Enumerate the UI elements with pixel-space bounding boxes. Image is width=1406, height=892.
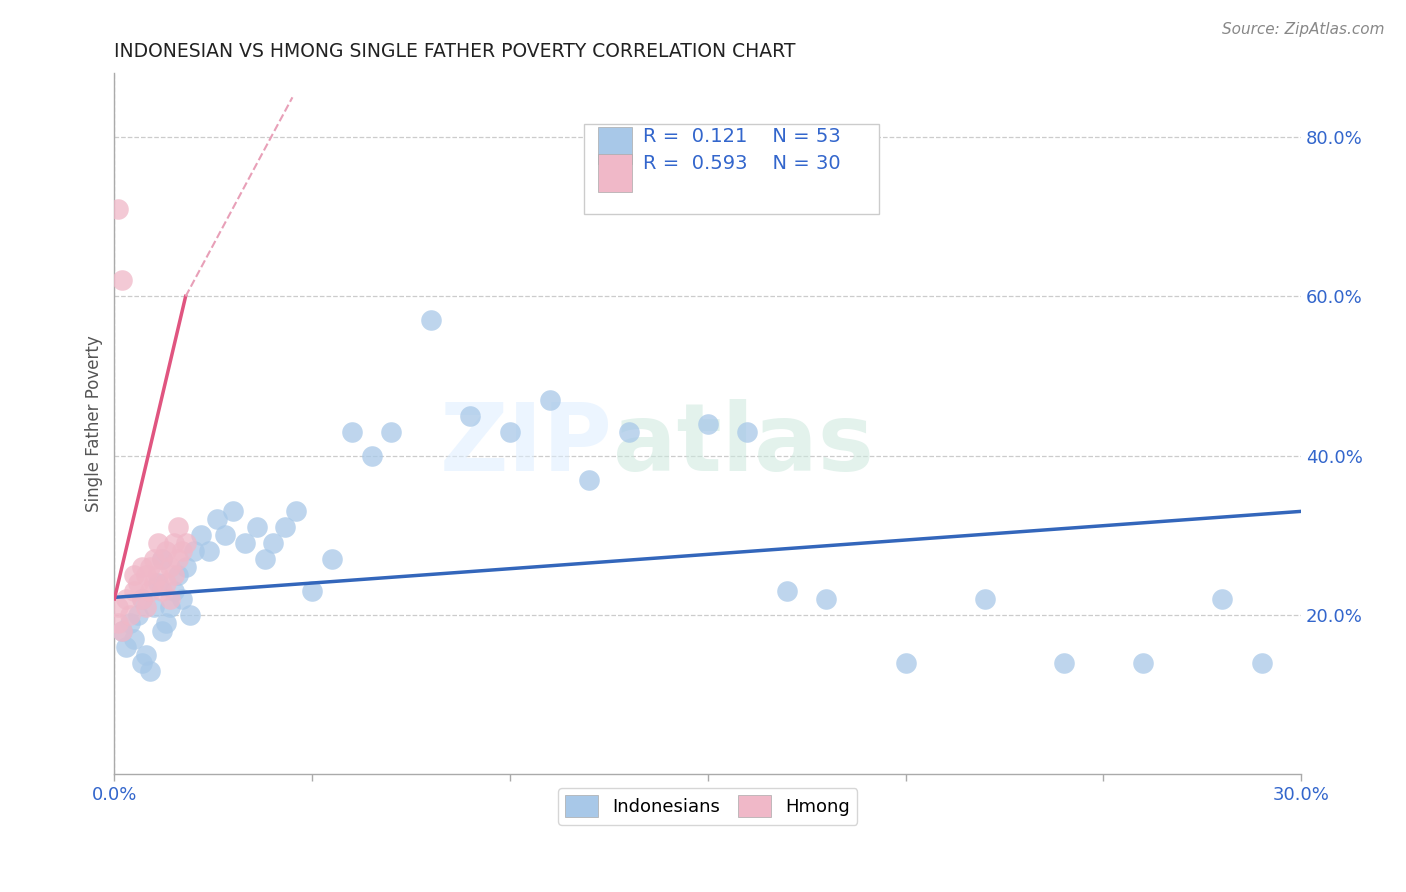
Point bbox=[146, 536, 169, 550]
Point bbox=[163, 536, 186, 550]
Point bbox=[159, 591, 181, 606]
Point bbox=[179, 607, 201, 622]
Point bbox=[122, 632, 145, 646]
Point bbox=[815, 591, 838, 606]
Point bbox=[246, 520, 269, 534]
Point bbox=[159, 560, 181, 574]
Point bbox=[127, 607, 149, 622]
Point bbox=[273, 520, 295, 534]
Point bbox=[578, 473, 600, 487]
Point bbox=[111, 273, 134, 287]
Point bbox=[617, 425, 640, 439]
Point bbox=[139, 560, 162, 574]
Point bbox=[214, 528, 236, 542]
Point bbox=[163, 568, 186, 582]
Point bbox=[737, 425, 759, 439]
Point bbox=[183, 544, 205, 558]
Text: INDONESIAN VS HMONG SINGLE FATHER POVERTY CORRELATION CHART: INDONESIAN VS HMONG SINGLE FATHER POVERT… bbox=[114, 42, 796, 61]
Point bbox=[174, 536, 197, 550]
Point bbox=[131, 560, 153, 574]
Point bbox=[360, 449, 382, 463]
Point bbox=[460, 409, 482, 423]
Point bbox=[107, 599, 129, 614]
Point bbox=[120, 607, 142, 622]
Text: R =  0.121    N = 53: R = 0.121 N = 53 bbox=[644, 127, 841, 146]
Point bbox=[285, 504, 308, 518]
Point bbox=[696, 417, 718, 431]
Point bbox=[122, 584, 145, 599]
Point bbox=[198, 544, 221, 558]
Point bbox=[340, 425, 363, 439]
Point bbox=[143, 576, 166, 591]
Point bbox=[131, 591, 153, 606]
Point bbox=[170, 591, 193, 606]
Point bbox=[973, 591, 995, 606]
Point bbox=[131, 591, 153, 606]
Point bbox=[107, 202, 129, 216]
Point bbox=[146, 568, 169, 582]
Point bbox=[155, 615, 177, 630]
Point bbox=[155, 576, 177, 591]
Point bbox=[262, 536, 284, 550]
Point bbox=[222, 504, 245, 518]
Point bbox=[166, 552, 188, 566]
Point bbox=[174, 560, 197, 574]
Point bbox=[146, 576, 169, 591]
Point bbox=[253, 552, 276, 566]
Point bbox=[190, 528, 212, 542]
Point bbox=[143, 599, 166, 614]
Point bbox=[139, 584, 162, 599]
Point bbox=[380, 425, 402, 439]
Legend: Indonesians, Hmong: Indonesians, Hmong bbox=[558, 789, 858, 825]
Point bbox=[111, 624, 134, 638]
Point bbox=[166, 568, 188, 582]
Point bbox=[143, 552, 166, 566]
Text: ZIP: ZIP bbox=[440, 399, 613, 491]
Point bbox=[150, 552, 173, 566]
Point bbox=[150, 552, 173, 566]
Point bbox=[107, 615, 129, 630]
Point bbox=[894, 656, 917, 670]
Point bbox=[163, 584, 186, 599]
Point bbox=[233, 536, 256, 550]
Point bbox=[301, 584, 323, 599]
Point bbox=[1250, 656, 1272, 670]
Point bbox=[122, 568, 145, 582]
Point bbox=[321, 552, 343, 566]
Point bbox=[155, 544, 177, 558]
Y-axis label: Single Father Poverty: Single Father Poverty bbox=[86, 335, 103, 512]
Point bbox=[1132, 656, 1154, 670]
Point bbox=[115, 640, 138, 654]
Point bbox=[115, 591, 138, 606]
Text: R =  0.593    N = 30: R = 0.593 N = 30 bbox=[644, 154, 841, 173]
Point bbox=[170, 544, 193, 558]
Point bbox=[499, 425, 522, 439]
Point bbox=[111, 624, 134, 638]
Point bbox=[150, 624, 173, 638]
Point bbox=[131, 656, 153, 670]
Point bbox=[538, 392, 561, 407]
Point bbox=[135, 599, 157, 614]
Point bbox=[1211, 591, 1233, 606]
Point bbox=[159, 599, 181, 614]
Point bbox=[135, 568, 157, 582]
Point bbox=[127, 576, 149, 591]
Point bbox=[776, 584, 799, 599]
Point bbox=[120, 615, 142, 630]
Text: Source: ZipAtlas.com: Source: ZipAtlas.com bbox=[1222, 22, 1385, 37]
Point bbox=[166, 520, 188, 534]
Point bbox=[139, 664, 162, 678]
Point bbox=[207, 512, 229, 526]
Point bbox=[135, 648, 157, 662]
Text: atlas: atlas bbox=[613, 399, 875, 491]
Point bbox=[150, 584, 173, 599]
Point bbox=[419, 313, 441, 327]
Point bbox=[1053, 656, 1076, 670]
